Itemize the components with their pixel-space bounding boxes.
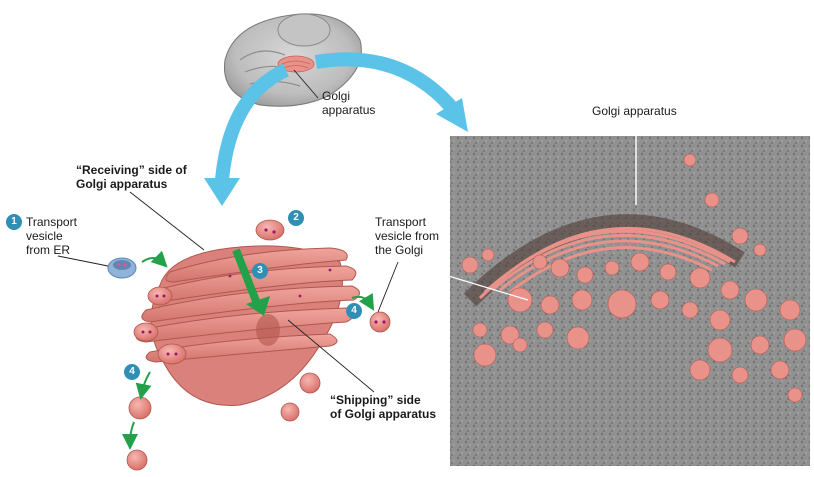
arrow-to-diagram	[215, 63, 290, 181]
step-badge-3: 3	[252, 263, 268, 279]
label-cell-golgi: Golgi apparatus	[322, 89, 376, 117]
leader-lines	[57, 69, 399, 393]
step-badge-2: 2	[288, 210, 304, 226]
label-receiving-side: “Receiving” side of Golgi apparatus	[76, 163, 187, 191]
label-shipping-side: “Shipping” side of Golgi apparatus	[330, 393, 437, 421]
arrow-head-micrograph	[436, 98, 468, 132]
transit-arrow	[232, 248, 262, 308]
arrow-head-diagram	[204, 178, 240, 206]
label-transport-vesicle-er: Transport vesicle from ER	[26, 215, 77, 257]
electron-micrograph	[401, 122, 810, 466]
step-badge-4a: 4	[346, 303, 362, 319]
label-transport-vesicle-golgi: Transport vesicle from the Golgi	[375, 215, 440, 257]
step-badge-4b: 4	[124, 364, 140, 380]
step-badge-1: 1	[6, 214, 22, 230]
golgi-schematic	[107, 219, 391, 471]
arrow-to-micrograph	[314, 52, 458, 113]
label-micrograph-golgi: Golgi apparatus	[592, 104, 677, 118]
